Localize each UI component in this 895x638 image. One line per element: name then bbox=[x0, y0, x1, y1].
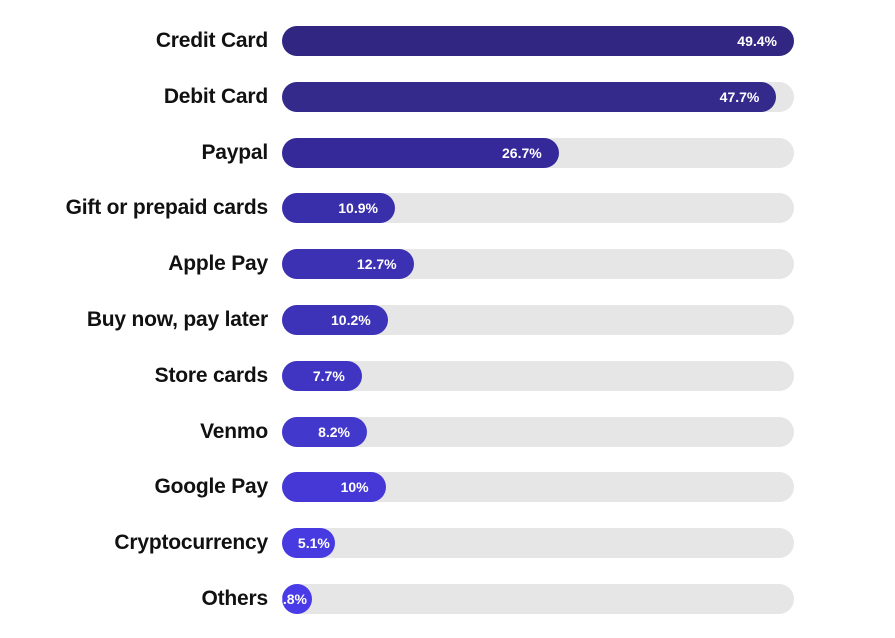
data-label: 0.8% bbox=[275, 591, 307, 607]
bar: 10% bbox=[282, 472, 386, 502]
bar: 5.1% bbox=[282, 528, 335, 558]
bar-track: 47.7% bbox=[282, 82, 794, 112]
bar-track: 26.7% bbox=[282, 138, 794, 168]
data-label: 10.2% bbox=[331, 312, 371, 328]
chart-row: Debit Card 47.7% bbox=[0, 82, 895, 112]
data-label: 47.7% bbox=[719, 89, 760, 105]
bar-track: 10.2% bbox=[282, 305, 794, 335]
chart-row: Paypal 26.7% bbox=[0, 138, 895, 168]
bar: 0.8% bbox=[275, 584, 312, 614]
bar-track: 49.4% bbox=[282, 26, 794, 56]
category-label: Buy now, pay later bbox=[86, 308, 268, 331]
data-label: 10.9% bbox=[338, 200, 378, 216]
bar-track: 7.7% bbox=[282, 361, 794, 391]
data-label: 5.1% bbox=[297, 535, 330, 551]
category-label: Google Pay bbox=[154, 475, 268, 498]
bar-track: 5.1% bbox=[282, 528, 794, 558]
category-label: Others bbox=[201, 587, 269, 610]
chart-row: Apple Pay 12.7% bbox=[0, 249, 895, 279]
bar: 47.7% bbox=[282, 82, 777, 112]
category-label: Debit Card bbox=[163, 85, 268, 108]
data-label: 49.4% bbox=[737, 33, 777, 49]
chart-row: Venmo 8.2% bbox=[0, 417, 895, 447]
data-label: 12.7% bbox=[356, 256, 397, 272]
chart-row: Gift or prepaid cards 10.9% bbox=[0, 193, 895, 223]
bar: 12.7% bbox=[282, 249, 414, 279]
bar-track: 10% bbox=[282, 472, 794, 502]
bar: 7.7% bbox=[282, 361, 362, 391]
category-label: Store cards bbox=[154, 364, 269, 387]
bar-track: 0.8% bbox=[275, 584, 794, 614]
bar-track: 10.9% bbox=[282, 193, 794, 223]
data-label: 10% bbox=[340, 479, 369, 495]
chart-row: Buy now, pay later 10.2% bbox=[0, 305, 895, 335]
chart-row: Store cards 7.7% bbox=[0, 361, 895, 391]
category-label: Venmo bbox=[200, 420, 268, 443]
data-label: 26.7% bbox=[502, 145, 542, 161]
category-label: Apple Pay bbox=[168, 252, 268, 275]
bar: 26.7% bbox=[282, 138, 559, 168]
bar: 8.2% bbox=[282, 417, 367, 447]
category-label: Credit Card bbox=[155, 29, 268, 52]
bar: 49.4% bbox=[282, 26, 794, 56]
chart-row: Google Pay 10% bbox=[0, 472, 895, 502]
bar-track: 8.2% bbox=[282, 417, 794, 447]
bar: 10.2% bbox=[282, 305, 388, 335]
data-label: 7.7% bbox=[312, 368, 345, 384]
bar: 10.9% bbox=[282, 193, 395, 223]
chart-row: Cryptocurrency 5.1% bbox=[0, 528, 895, 558]
category-label: Cryptocurrency bbox=[114, 531, 268, 554]
category-label: Gift or prepaid cards bbox=[65, 196, 269, 219]
bar-track: 12.7% bbox=[282, 249, 794, 279]
category-label: Paypal bbox=[201, 141, 268, 164]
chart-row: Credit Card 49.4% bbox=[0, 26, 895, 56]
chart-row: Others 0.8% bbox=[0, 584, 895, 614]
data-label: 8.2% bbox=[318, 424, 350, 440]
